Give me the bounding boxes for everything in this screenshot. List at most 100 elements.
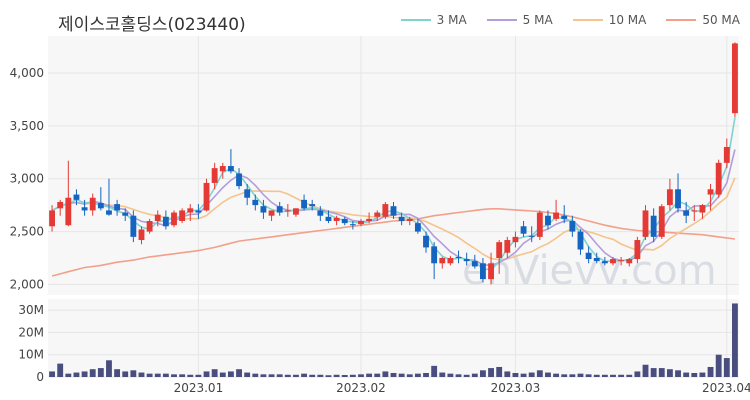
candle-body <box>374 212 381 217</box>
date-axis: 2023.01 2023.02 2023.03 2023.04 <box>174 381 750 395</box>
candle-body <box>553 212 560 219</box>
volume-axis: 0 10M 20M 30M <box>18 303 44 384</box>
volume-bar <box>49 371 55 377</box>
candle-body <box>333 217 340 221</box>
volume-bar <box>244 372 251 377</box>
candle-body <box>219 166 226 172</box>
volume-bar <box>97 368 104 377</box>
volume-bar <box>73 372 80 377</box>
volume-bar <box>691 372 698 377</box>
volume-bar <box>236 369 242 377</box>
date-tick-label: 2023.02 <box>336 381 386 395</box>
volume-bar <box>211 369 218 377</box>
candle-body <box>423 235 429 248</box>
volume-bar <box>488 368 494 377</box>
candle-body <box>471 261 478 267</box>
candle-body <box>179 210 186 221</box>
volume-bar <box>553 373 560 377</box>
volume-bar <box>195 374 202 377</box>
price-tick-label: 4,000 <box>10 66 44 80</box>
legend-label-5ma: 5 MA <box>522 13 553 27</box>
volume-tick-label: 10M <box>18 348 44 362</box>
candle-body <box>81 207 88 211</box>
candle-body <box>675 189 681 209</box>
candle-body <box>618 260 625 262</box>
candle-body <box>171 212 177 226</box>
volume-bar <box>301 373 308 377</box>
candle-body <box>276 206 283 213</box>
legend-item-3ma[interactable]: 3 MA <box>400 13 467 27</box>
candle-body <box>455 256 462 258</box>
volume-bar <box>561 374 568 377</box>
volume-bar <box>496 366 503 377</box>
volume-bar <box>358 374 364 377</box>
candle-body <box>504 240 511 253</box>
legend-label-10ma: 10 MA <box>608 13 647 27</box>
candle-body <box>561 215 568 219</box>
volume-bar <box>723 358 730 377</box>
volume-bar <box>423 372 429 377</box>
volume-bar <box>171 374 177 377</box>
legend-swatch-10ma <box>572 19 603 21</box>
candle-body <box>236 173 242 187</box>
candle-body <box>57 201 64 209</box>
volume-bar <box>317 374 324 377</box>
volume-bar <box>398 373 405 377</box>
volume-bar <box>431 365 438 377</box>
legend-item-5ma[interactable]: 5 MA <box>486 13 553 27</box>
volume-bar <box>276 374 283 377</box>
candle-body <box>650 215 657 237</box>
candle-body <box>431 246 438 264</box>
candle-body <box>496 242 503 258</box>
volume-bar <box>106 360 112 377</box>
candle-body <box>309 204 316 207</box>
volume-bar <box>479 370 486 377</box>
candle-body <box>187 208 194 213</box>
candle-body <box>49 210 55 227</box>
volume-bar <box>439 372 446 377</box>
volume-bar <box>81 371 88 377</box>
candle-body <box>536 212 543 237</box>
candle-body <box>154 214 161 221</box>
volume-bar <box>463 374 470 377</box>
legend-item-10ma[interactable]: 10 MA <box>572 13 647 27</box>
volume-bar <box>227 371 234 377</box>
price-tick-label: 2,500 <box>10 225 44 239</box>
candle-body <box>268 210 275 216</box>
candle-body <box>114 204 121 211</box>
candle-body <box>585 252 592 260</box>
volume-bar <box>309 374 316 377</box>
volume-bar <box>610 374 616 377</box>
candle-body <box>317 210 324 216</box>
volume-panel <box>48 299 739 377</box>
volume-bar <box>122 371 129 377</box>
candle-body <box>488 263 494 280</box>
candle-body <box>366 218 373 221</box>
candle-body <box>642 210 649 237</box>
candle-body <box>520 226 527 234</box>
volume-bar <box>536 370 543 377</box>
candle-body <box>203 182 210 211</box>
legend-item-50ma[interactable]: 50 MA <box>666 13 740 27</box>
candle-body <box>414 223 421 232</box>
volume-bar <box>154 373 161 377</box>
volume-bar <box>374 373 381 377</box>
candle-body <box>382 204 389 217</box>
candle-body <box>260 206 267 213</box>
candle-body <box>626 259 633 264</box>
price-tick-label: 3,000 <box>10 172 44 186</box>
candle-body <box>479 263 486 280</box>
volume-bar <box>252 373 259 377</box>
candle-body <box>723 147 730 163</box>
price-tick-label: 3,500 <box>10 119 44 133</box>
candle-body <box>293 208 299 215</box>
volume-bar <box>569 374 576 377</box>
volume-bar <box>504 371 511 377</box>
candle-body <box>138 229 145 241</box>
volume-bar <box>642 364 649 377</box>
candle-body <box>130 215 137 237</box>
volume-bar <box>325 375 332 377</box>
volume-bar <box>65 373 72 377</box>
date-tick-label: 2023.03 <box>491 381 541 395</box>
